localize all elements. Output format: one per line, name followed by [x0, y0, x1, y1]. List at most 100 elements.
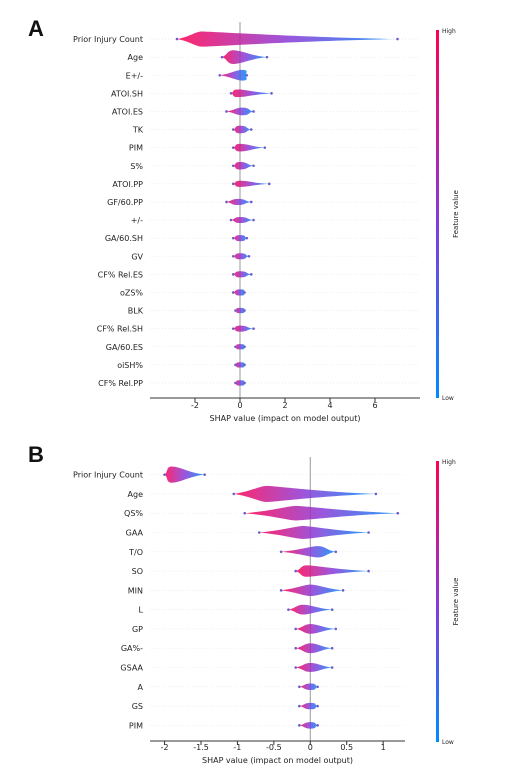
feature-violin: [233, 143, 265, 152]
feature-label: BLK: [128, 307, 144, 316]
feature-violin: [226, 107, 254, 116]
shap-point: [247, 254, 251, 258]
panel-a-plot: -2 0 2 4 6 SHAP value (impact on model output…: [73, 22, 460, 423]
shap-point: [203, 473, 206, 476]
shap-point: [330, 646, 334, 650]
feature-violin: [281, 584, 344, 597]
shap-point: [243, 309, 246, 312]
feature-label: CF% Rel.PP: [98, 379, 143, 388]
feature-label: L: [139, 606, 144, 615]
panel-letter-b: B: [28, 442, 44, 467]
feature-label: MIN: [128, 586, 143, 595]
shap-point: [231, 254, 235, 258]
shap-point: [175, 37, 179, 41]
feature-violin: [233, 325, 254, 332]
feature-violin: [259, 526, 369, 539]
shap-point: [232, 492, 236, 496]
feature-label: +/-: [131, 216, 143, 225]
x-tick-label: -0.5: [266, 743, 282, 752]
feature-violin: [235, 380, 245, 386]
shap-point: [294, 646, 298, 650]
feature-label: A: [138, 683, 144, 692]
feature-violin: [233, 161, 254, 170]
feature-label: ATOI.ES: [112, 107, 143, 116]
shap-point: [298, 704, 301, 708]
feature-label: SO: [132, 567, 143, 576]
feature-violin: [233, 180, 270, 187]
feature-label: oZS%: [120, 288, 143, 297]
colorbar-low-label: Low: [442, 395, 454, 402]
shap-point: [279, 550, 283, 554]
shap-point: [231, 273, 235, 276]
feature-violin: [177, 31, 398, 47]
feature-violin: [299, 683, 318, 691]
feature-violin: [233, 253, 249, 260]
shap-point: [243, 381, 246, 385]
x-axis-label: SHAP value (impact on model output): [210, 414, 361, 423]
feature-label: GA/60.SH: [105, 234, 143, 243]
shap-point: [341, 589, 345, 592]
shap-point: [163, 473, 166, 476]
shap-point: [225, 110, 228, 113]
feature-violin: [295, 663, 333, 672]
feature-violin: [226, 198, 252, 205]
x-tick-label: 1: [381, 743, 386, 752]
x-tick-label: -2: [191, 401, 199, 410]
feature-label: ATOI.PP: [112, 180, 143, 189]
shap-point: [367, 531, 370, 534]
shap-point: [374, 492, 378, 496]
feature-label: Age: [128, 490, 144, 499]
colorbar-title: Feature value: [452, 578, 460, 626]
shap-point: [294, 627, 298, 631]
feature-label: ATOI.SH: [111, 89, 143, 98]
x-tick-label: 2: [282, 401, 287, 410]
shap-point: [234, 381, 237, 385]
shap-point: [231, 128, 235, 131]
feature-violin: [295, 565, 369, 577]
shap-point: [229, 92, 233, 95]
feature-violin: [233, 235, 247, 242]
feature-label: TK: [132, 126, 144, 135]
shap-point: [252, 218, 255, 222]
shap-point: [334, 627, 338, 631]
feature-label: PIM: [129, 144, 143, 153]
shap-point: [234, 309, 237, 312]
shap-point: [270, 92, 273, 95]
feature-violin: [288, 604, 333, 615]
shap-point: [243, 345, 246, 349]
shap-point: [330, 608, 334, 611]
feature-label: T/O: [128, 548, 143, 557]
feature-violin: [164, 466, 205, 483]
feature-label: GV: [131, 252, 143, 261]
shap-point: [316, 704, 319, 708]
feature-label: GF/60.PP: [107, 198, 143, 207]
feature-label: Prior Injury Count: [73, 471, 143, 480]
feature-violin: [235, 362, 245, 368]
shap-point: [231, 327, 235, 330]
colorbar-high-label: High: [442, 28, 456, 35]
feature-violin: [231, 89, 272, 98]
feature-violin: [244, 505, 398, 521]
feature-violin: [281, 546, 336, 558]
shap-point: [298, 724, 301, 727]
x-tick-label: 0: [308, 743, 313, 752]
shap-point: [267, 182, 271, 186]
shap-point: [257, 531, 261, 534]
shap-point: [234, 345, 237, 349]
shap-point: [231, 236, 235, 240]
shap-point: [231, 164, 235, 168]
shap-point: [294, 666, 298, 669]
feature-violin: [219, 69, 247, 81]
shap-point: [229, 218, 233, 222]
feature-label: CF% Rel.ES: [98, 270, 143, 279]
shap-point: [252, 327, 255, 330]
shap-point: [265, 55, 269, 59]
feature-violin: [231, 217, 254, 224]
shap-point: [218, 73, 222, 77]
shap-point: [316, 724, 319, 727]
shap-point: [231, 291, 235, 294]
shap-point: [287, 608, 290, 611]
colorbar: [436, 30, 439, 398]
x-axis-label: SHAP value (impact on model output): [202, 756, 353, 765]
